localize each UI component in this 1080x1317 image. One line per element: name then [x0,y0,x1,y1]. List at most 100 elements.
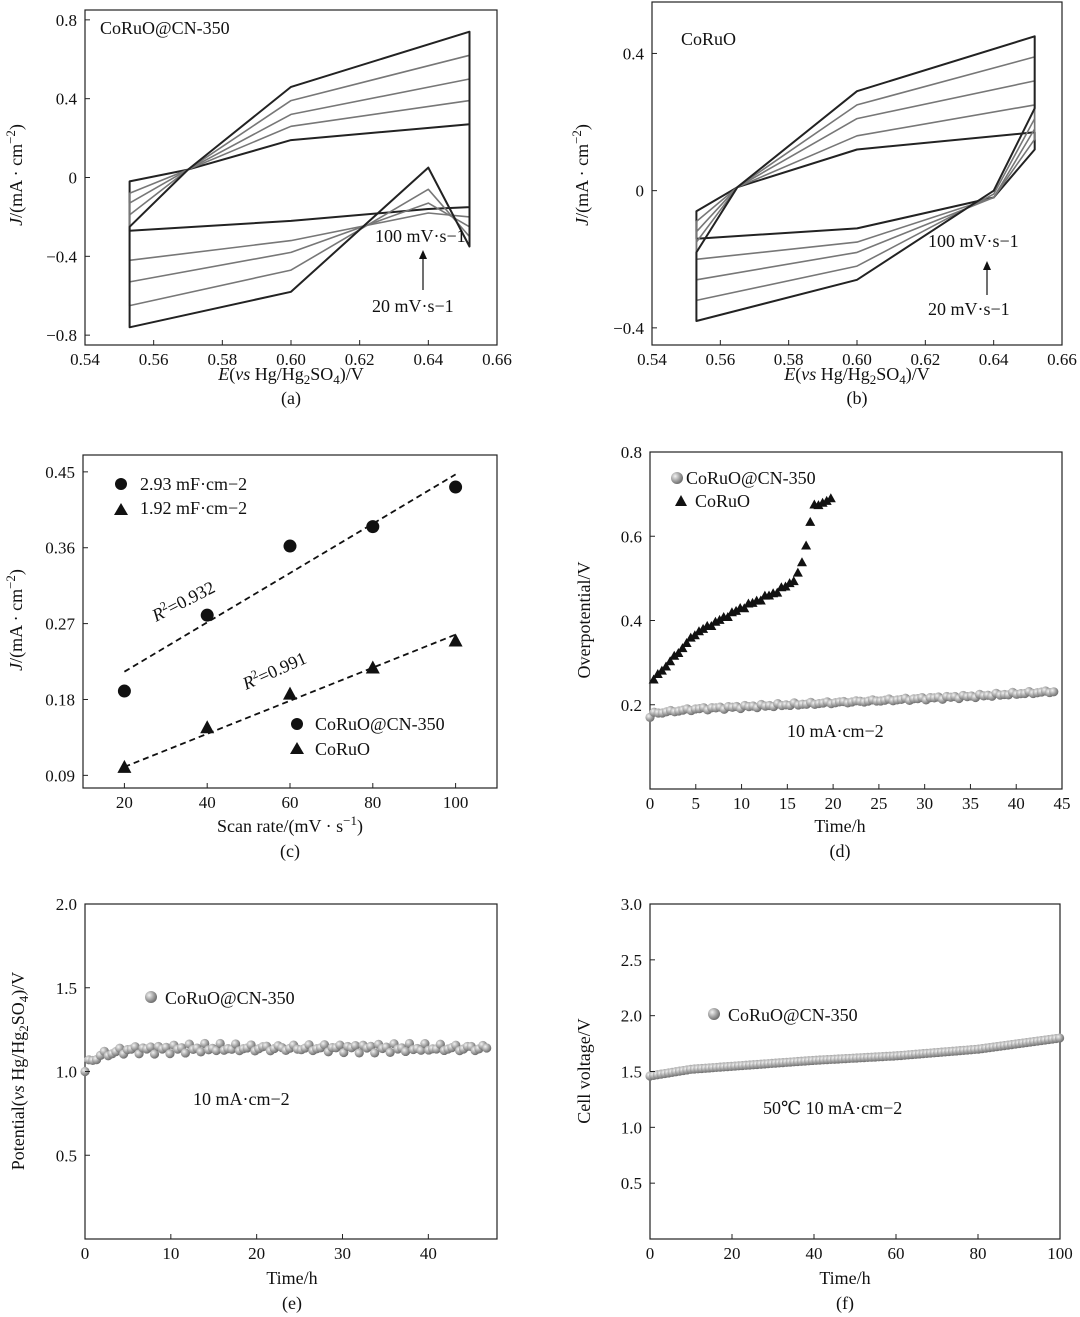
data-point [747,597,758,607]
y-tick-label: −0.4 [46,247,77,266]
data-point [673,648,684,658]
data-point [335,1040,345,1050]
x-tick-label: 20 [248,1244,265,1263]
data-point [825,493,836,503]
x-tick-label: 40 [199,793,216,812]
x-axis-title: E(vs Hg/Hg2SO4)/V [783,364,930,387]
data-point [149,1049,160,1059]
data-point [117,759,132,773]
data-point [215,1038,225,1049]
panel-b: 0.54 0.56 0.58 0.60 0.62 0.64 0.66 −0.4 0 0.4 CoR… [569,1,1077,409]
x-tick-label: 0.60 [842,350,872,369]
y-tick-label: 1.0 [56,1063,77,1082]
y-tick-label: 0.27 [45,615,75,634]
x-tick-label: 0.58 [774,350,804,369]
x-tick-label: 60 [282,793,299,812]
data-point [1054,1033,1065,1043]
x-tick-label: 30 [916,794,933,813]
legend-label-2: CoRuO [315,739,370,759]
legend-marker-sphere [145,991,157,1003]
cv-curves [695,35,1036,322]
data-point [693,626,704,636]
x-tick-label: 5 [692,794,701,813]
x-tick-label: 0.62 [345,350,375,369]
x-axis-title: Time/h [814,816,865,836]
data-point [681,638,692,648]
y-tick-label: 1.5 [621,1063,642,1082]
scatter-marks [645,493,1059,722]
y-tick-label: 2.0 [621,1007,642,1026]
data-point [796,557,807,567]
data-point [685,632,696,642]
x-tick-label: 0.54 [637,350,667,369]
cv-curves [128,30,471,329]
data-point [764,590,775,600]
x-tick-label: 0.56 [705,350,735,369]
data-point [739,603,750,613]
y-tick-label: 0.4 [623,44,645,63]
x-axis-title: E(vs Hg/Hg2SO4)/V [217,364,364,387]
data-point [283,539,297,553]
x-tick-label: 0.64 [979,350,1009,369]
data-point [677,643,688,653]
panel-label: (e) [282,1293,302,1314]
data-point [805,516,816,526]
plot-frame [84,903,498,1240]
data-point [231,1039,241,1049]
legend-marker-sphere [671,472,683,484]
data-point [722,612,733,622]
data-point [772,587,783,597]
cv-loop-100mV [128,30,471,329]
x-tick-label: 40 [1008,794,1025,813]
axis-ticks: 0.54 0.56 0.58 0.60 0.62 0.64 0.66 −0.4 0 0.4 [613,44,1077,369]
data-point [196,1047,206,1057]
data-point [755,595,766,605]
r2-label-2: R2=0.991 [238,646,310,694]
scan-rate-low-label: 20 mV·s−1 [372,296,454,316]
legend-marker-circle [115,478,127,490]
y-tick-label: 1.5 [56,979,77,998]
fit-line [123,473,457,673]
cv-loop-80mV [128,54,471,307]
data-point [731,605,742,615]
panel-label: (c) [280,841,300,862]
scan-rate-low-label: 20 mV·s−1 [928,299,1010,319]
panel-c: 20 40 60 80 100 0.09 0.18 0.27 0.36 0.45 2.93 mF·… [3,454,498,862]
panel-f: 0 20 40 60 80 100 0.5 1.0 1.5 2.0 2.5 3.0 CoRuO@CN-… [574,895,1073,1314]
panel-label: (a) [281,388,301,409]
legend-marker-circle [291,718,303,730]
data-point [449,480,463,494]
arrow-head-icon [419,250,427,259]
x-tick-label: 30 [334,1244,351,1263]
x-tick-label: 0.66 [482,350,512,369]
x-tick-label: 0.56 [139,350,169,369]
axis-ticks: 0 20 40 60 80 100 0.5 1.0 1.5 2.0 2.5 3.0 [621,895,1073,1263]
condition-label: 50℃ 10 mA·cm−2 [763,1098,902,1118]
y-tick-label: 2.0 [56,895,77,914]
x-tick-label: 35 [962,794,979,813]
data-point [354,1048,364,1058]
data-point [200,720,215,734]
y-tick-label: 1.0 [621,1118,642,1137]
y-tick-label: 0.8 [621,443,642,462]
x-tick-label: 15 [779,794,796,813]
panel-d: 0 5 10 15 20 25 30 35 40 45 0.2 0.4 0.6 0.8 CoRuO@CN-… [574,443,1071,862]
y-tick-label: 0.18 [45,690,75,709]
y-axis-title: J/(mA · cm−2) [569,124,593,226]
x-tick-label: 60 [888,1244,905,1263]
slope-legend-2: 1.92 mF·cm−2 [140,498,247,518]
data-point [165,1049,175,1059]
legend-label-1: CoRuO@CN-350 [165,988,295,1008]
data-point [370,1048,380,1058]
x-tick-label: 0.58 [207,350,237,369]
x-tick-label: 80 [364,793,381,812]
y-tick-label: 2.5 [621,951,642,970]
x-tick-label: 80 [970,1244,987,1263]
x-axis-title: Scan rate/(mV · s−1) [217,813,363,837]
cv-loop-100mV [695,35,1036,322]
axis-ticks: 0.54 0.56 0.58 0.60 0.62 0.64 0.66 −0.8 −0.4 0 0.4… [46,11,512,369]
x-tick-label: 0.66 [1047,350,1077,369]
x-tick-label: 0.62 [910,350,940,369]
y-tick-label: 0.09 [45,766,75,785]
